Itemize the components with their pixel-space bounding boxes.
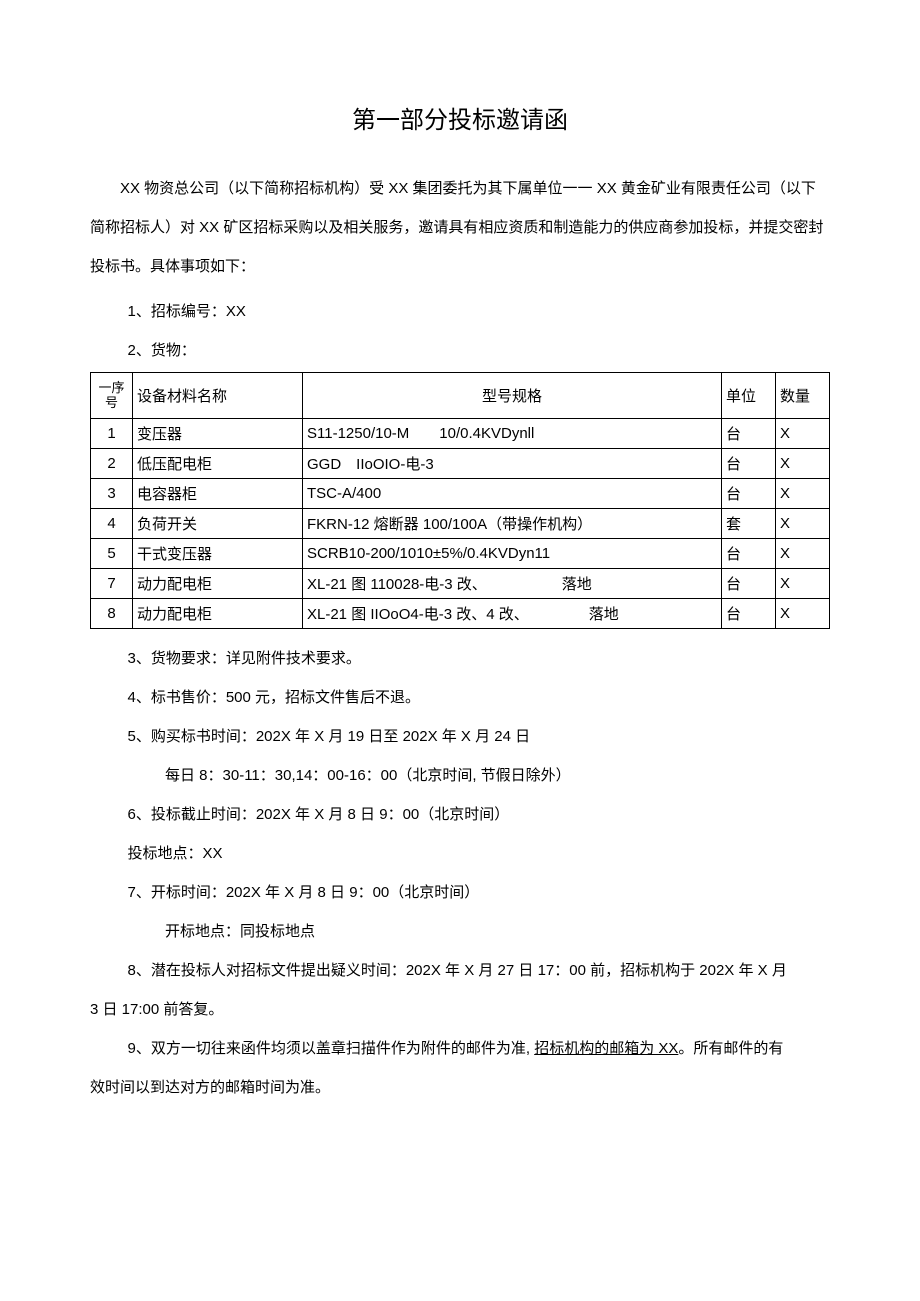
item-4: 4、标书售价：500 元，招标文件售后不退。	[90, 678, 830, 717]
table-row: 7动力配电柜XL-21 图 110028-电-3 改、 落地台X	[91, 569, 830, 599]
td-unit: 台	[722, 569, 776, 599]
td-name: 电容器柜	[133, 479, 303, 509]
td-qty: X	[776, 419, 830, 449]
item-7: 7、开标时间：202X 年 X 月 8 日 9：00（北京时间）	[90, 873, 830, 912]
table-row: 3电容器柜TSC-A/400台X	[91, 479, 830, 509]
td-seq: 2	[91, 449, 133, 479]
td-seq: 5	[91, 539, 133, 569]
item-1: 1、招标编号：XX	[90, 292, 830, 331]
th-qty: 数量	[776, 373, 830, 419]
item-9-line2: 效时间以到达对方的邮箱时间为准。	[90, 1068, 830, 1107]
item-3: 3、货物要求：详见附件技术要求。	[90, 639, 830, 678]
td-spec: TSC-A/400	[303, 479, 722, 509]
td-spec: XL-21 图 IIOoO4-电-3 改、4 改、 落地	[303, 599, 722, 629]
item-9-underline: 招标机构的邮箱为 XX	[534, 1040, 678, 1057]
td-name: 变压器	[133, 419, 303, 449]
item-7-sub: 开标地点：同投标地点	[90, 912, 830, 951]
item-5-sub: 每日 8：30-11：30,14：00-16：00（北京时间, 节假日除外）	[90, 756, 830, 795]
td-unit: 台	[722, 479, 776, 509]
td-name: 动力配电柜	[133, 569, 303, 599]
td-spec: S11-1250/10-M 10/0.4KVDynll	[303, 419, 722, 449]
table-header-row: 一序号 设备材料名称 型号规格 单位 数量	[91, 373, 830, 419]
td-unit: 台	[722, 539, 776, 569]
table-row: 1变压器S11-1250/10-M 10/0.4KVDynll台X	[91, 419, 830, 449]
th-unit: 单位	[722, 373, 776, 419]
td-spec: GGD IIoOIO-电-3	[303, 449, 722, 479]
td-name: 低压配电柜	[133, 449, 303, 479]
table-row: 2低压配电柜GGD IIoOIO-电-3台X	[91, 449, 830, 479]
item-6-sub: 投标地点：XX	[90, 834, 830, 873]
td-unit: 台	[722, 419, 776, 449]
th-name: 设备材料名称	[133, 373, 303, 419]
item-8-line2: 3 日 17:00 前答复。	[90, 990, 830, 1029]
goods-table: 一序号 设备材料名称 型号规格 单位 数量 1变压器S11-1250/10-M …	[90, 372, 830, 629]
table-row: 8动力配电柜XL-21 图 IIOoO4-电-3 改、4 改、 落地台X	[91, 599, 830, 629]
td-name: 动力配电柜	[133, 599, 303, 629]
td-qty: X	[776, 539, 830, 569]
td-seq: 7	[91, 569, 133, 599]
td-seq: 1	[91, 419, 133, 449]
td-name: 干式变压器	[133, 539, 303, 569]
td-qty: X	[776, 599, 830, 629]
td-unit: 套	[722, 509, 776, 539]
item-9-text-a: 9、双方一切往来函件均须以盖章扫描件作为附件的邮件为准,	[128, 1040, 535, 1057]
item-6: 6、投标截止时间：202X 年 X 月 8 日 9：00（北京时间）	[90, 795, 830, 834]
td-seq: 8	[91, 599, 133, 629]
td-qty: X	[776, 479, 830, 509]
table-row: 5干式变压器SCRB10-200/1010±5%/0.4KVDyn11台X	[91, 539, 830, 569]
th-seq: 一序号	[91, 373, 133, 419]
td-name: 负荷开关	[133, 509, 303, 539]
td-unit: 台	[722, 599, 776, 629]
intro-paragraph: XX 物资总公司（以下简称招标机构）受 XX 集团委托为其下属单位一一 XX 黄…	[90, 169, 830, 286]
td-qty: X	[776, 569, 830, 599]
item-9-line1: 9、双方一切往来函件均须以盖章扫描件作为附件的邮件为准, 招标机构的邮箱为 XX…	[90, 1029, 830, 1068]
item-2: 2、货物：	[90, 331, 830, 370]
td-unit: 台	[722, 449, 776, 479]
page-title: 第一部分投标邀请函	[90, 100, 830, 135]
td-spec: SCRB10-200/1010±5%/0.4KVDyn11	[303, 539, 722, 569]
item-5: 5、购买标书时间：202X 年 X 月 19 日至 202X 年 X 月 24 …	[90, 717, 830, 756]
td-seq: 3	[91, 479, 133, 509]
table-row: 4负荷开关FKRN-12 熔断器 100/100A（带操作机构）套X	[91, 509, 830, 539]
td-spec: XL-21 图 110028-电-3 改、 落地	[303, 569, 722, 599]
item-8-line1: 8、潜在投标人对招标文件提出疑义时间：202X 年 X 月 27 日 17：00…	[90, 951, 830, 990]
td-qty: X	[776, 449, 830, 479]
item-9-text-b: 。所有邮件的有	[678, 1040, 783, 1057]
th-spec: 型号规格	[303, 373, 722, 419]
td-seq: 4	[91, 509, 133, 539]
td-qty: X	[776, 509, 830, 539]
td-spec: FKRN-12 熔断器 100/100A（带操作机构）	[303, 509, 722, 539]
